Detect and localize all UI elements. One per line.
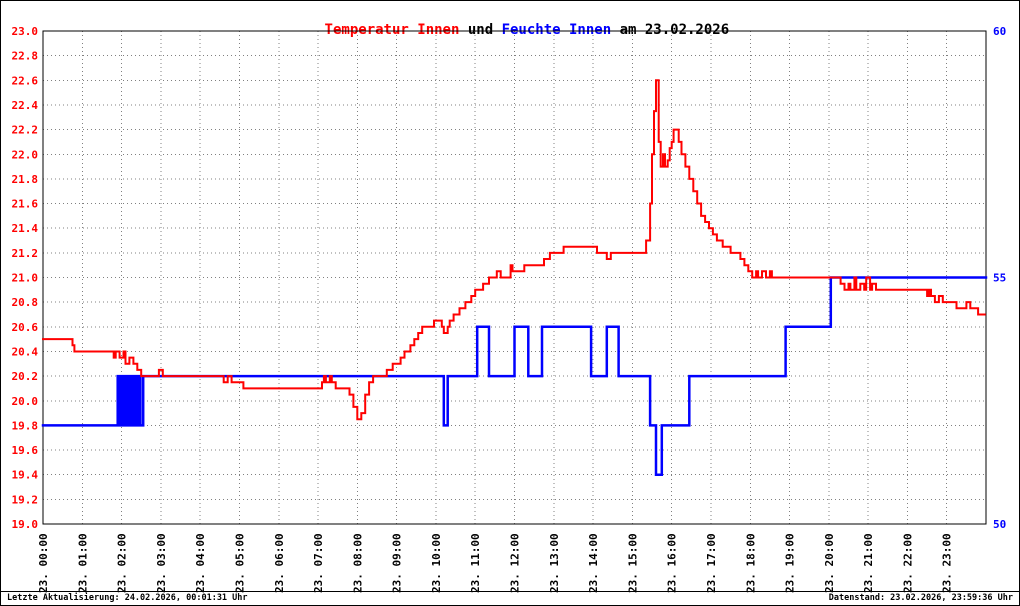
left-axis-tick-label: 21.6: [12, 198, 39, 211]
x-axis-tick-label: 23. 19:00: [784, 533, 797, 593]
left-axis-tick-label: 20.4: [12, 346, 39, 359]
x-axis-tick-label: 23. 09:00: [391, 533, 404, 593]
left-axis-tick-label: 21.0: [12, 272, 39, 285]
axis-labels: 23.0 22.8 22.6 22.4 22.2 22.0 21.8 21.6 21.4 21.2…: [12, 25, 1007, 593]
left-axis-tick-label: 22.2: [12, 124, 39, 137]
left-axis-tick-label: 19.6: [12, 444, 39, 457]
x-axis-tick-label: 23. 15:00: [626, 533, 639, 593]
left-axis-tick-label: 20.0: [12, 395, 39, 408]
x-axis-tick-label: 23. 14:00: [587, 533, 600, 593]
footer-divider: [1, 591, 1019, 592]
left-axis-tick-label: 21.2: [12, 247, 39, 260]
x-axis-tick-label: 23. 00:00: [37, 533, 50, 593]
x-axis-tick-label: 23. 20:00: [823, 533, 836, 593]
title-temperature-label: Temperatur Innen: [324, 22, 460, 38]
x-axis-tick-label: 23. 13:00: [548, 533, 561, 593]
data-timestamp-text: Datenstand: 23.02.2026, 23:59:36 Uhr: [828, 593, 1013, 603]
left-axis-tick-label: 22.0: [12, 148, 39, 161]
right-axis-tick-label: 50: [993, 518, 1006, 531]
x-axis-tick-label: 23. 17:00: [705, 533, 718, 593]
left-axis-tick-label: 20.2: [12, 370, 39, 383]
x-axis-tick-label: 23. 18:00: [744, 533, 757, 593]
x-axis-tick-label: 23. 11:00: [469, 533, 482, 593]
x-axis-tick-label: 23. 12:00: [509, 533, 522, 593]
left-axis-tick-label: 21.8: [12, 173, 39, 186]
x-axis-tick-label: 23. 01:00: [76, 533, 89, 593]
title-connector: und: [459, 22, 502, 38]
x-axis-tick-label: 23. 04:00: [194, 533, 207, 593]
title-humidity-label: Feuchte Innen: [501, 22, 612, 38]
left-axis-tick-label: 19.0: [12, 518, 39, 531]
x-axis-tick-label: 23. 22:00: [901, 533, 914, 593]
x-axis-tick-label: 23. 07:00: [312, 533, 325, 593]
left-axis-tick-label: 21.4: [12, 222, 39, 235]
x-axis-tick-label: 23. 21:00: [862, 533, 875, 593]
right-axis-tick-label: 55: [993, 272, 1006, 285]
humidity-series: [41, 276, 988, 476]
data-series: [41, 79, 988, 476]
x-axis-tick-label: 23. 23:00: [941, 533, 954, 593]
x-axis-tick-label: 23. 08:00: [351, 533, 364, 593]
left-axis-tick-label: 20.6: [12, 321, 39, 334]
left-axis-tick-label: 19.4: [12, 469, 39, 482]
x-axis-tick-label: 23. 16:00: [666, 533, 679, 593]
left-axis-tick-label: 22.6: [12, 74, 39, 87]
x-axis-tick-label: 23. 03:00: [155, 533, 168, 593]
chart-title: Temperatur Innen und Feuchte Innen am 23…: [1, 6, 1019, 54]
temperature-series: [42, 79, 986, 421]
x-axis-tick-label: 23. 05:00: [234, 533, 247, 593]
left-axis-tick-label: 22.8: [12, 50, 39, 63]
title-date: am 23.02.2026: [611, 22, 730, 38]
x-axis-tick-label: 23. 10:00: [430, 533, 443, 593]
left-axis-tick-label: 19.8: [12, 419, 39, 432]
last-update-text: Letzte Aktualisierung: 24.02.2026, 00:01…: [7, 593, 248, 603]
left-axis-tick-label: 19.2: [12, 493, 39, 506]
right-axis-tick-label: 60: [993, 25, 1006, 38]
left-axis-tick-label: 22.4: [12, 99, 39, 112]
left-axis-tick-label: 23.0: [12, 25, 39, 38]
x-axis-tick-label: 23. 02:00: [116, 533, 129, 593]
left-axis-tick-label: 20.8: [12, 296, 39, 309]
x-axis-tick-label: 23. 06:00: [273, 533, 286, 593]
